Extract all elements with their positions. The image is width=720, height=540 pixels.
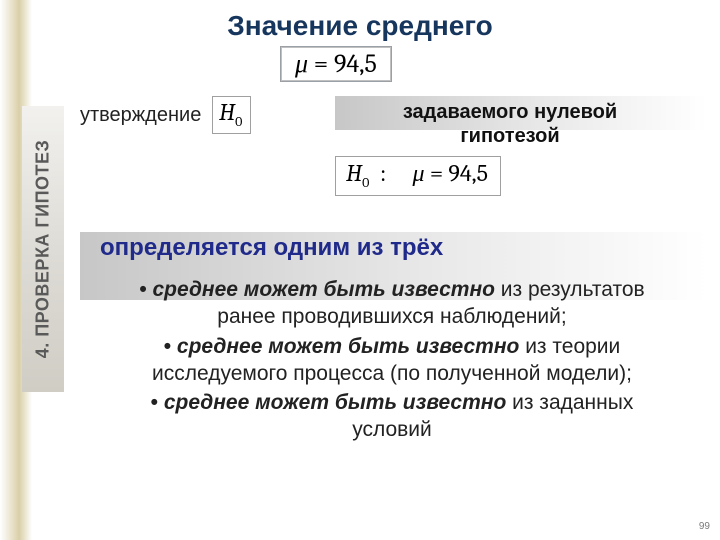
h0-sub: 0 [235,113,242,130]
bullet-list: среднее может быть известно из результат… [114,276,670,446]
h0-h: H [219,98,235,126]
h0-mu-formula-box: H0 : μ = 94,5 [335,156,501,196]
sidebar-tab-label: 4. ПРОВЕРКА ГИПОТЕЗ [33,140,54,359]
h0mu-mu: μ [412,159,424,187]
bullet-3: среднее может быть известно из заданных … [114,389,670,444]
bullet-dot-icon [151,391,164,414]
colon-symbol: : [380,159,386,187]
bullet-dot-icon [164,335,177,358]
h0mu-value: 94,5 [448,159,488,187]
h0mu-equals: = [430,159,443,187]
formula-mu-box: μ = 94,5 [280,46,392,82]
bullet-3-bold: среднее может быть известно [164,391,506,414]
bullet-2-bold: среднее может быть известно [177,335,519,358]
bullet-1: среднее может быть известно из результат… [114,276,670,331]
null-hypothesis-label: задаваемого нулевой гипотезой [340,100,680,148]
equals-symbol: = [314,49,328,79]
sidebar-tab: 4. ПРОВЕРКА ГИПОТЕЗ [22,106,64,392]
mu-value: 94,5 [334,49,377,79]
null-hypothesis-line2: гипотезой [460,125,559,147]
bullet-dot-icon [139,278,152,301]
determined-heading: определяется одним из трёх [100,234,443,262]
h0mu-h: H [346,159,362,187]
page-title: Значение среднего [0,10,720,42]
h0-box: H0 [212,96,251,134]
bullet-2: среднее может быть известно из теории ис… [114,333,670,388]
assertion-label: утверждение [80,104,201,127]
h0mu-space [391,159,407,187]
bullet-1-bold: среднее может быть известно [153,278,495,301]
mu-symbol: μ [295,49,308,79]
null-hypothesis-line1: задаваемого нулевой [403,101,617,123]
page-number: 99 [699,521,710,532]
h0mu-sub: 0 [362,174,369,191]
